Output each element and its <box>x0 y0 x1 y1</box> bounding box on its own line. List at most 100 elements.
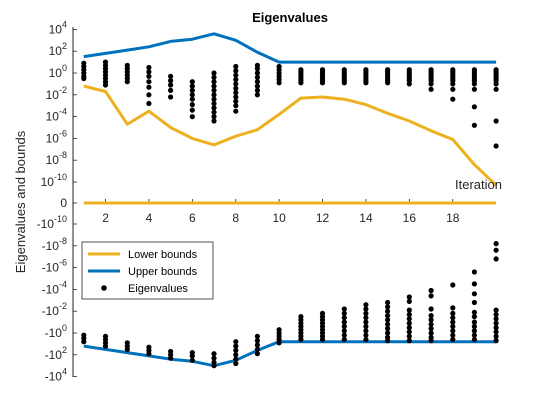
eigenvalue-point-negative <box>385 338 390 343</box>
eigenvalue-point-negative <box>472 269 477 274</box>
x-tick-label: 10 <box>272 211 286 225</box>
eigenvalue-point-negative <box>342 337 347 342</box>
eigenvalue-point-positive <box>211 118 216 123</box>
x-tick-label: 8 <box>232 211 239 225</box>
eigenvalue-point-negative <box>494 338 499 343</box>
eigenvalue-point-positive <box>233 109 238 114</box>
eigenvalue-point-negative <box>494 241 499 246</box>
eigenvalue-point-negative <box>320 337 325 342</box>
y-tick-label: -100 <box>45 323 67 340</box>
eigenvalue-point-positive <box>190 108 195 113</box>
eigenvalue-point-negative <box>472 291 477 296</box>
legend-marker-eigenvalues <box>101 285 107 291</box>
eigenvalue-point-negative <box>450 337 455 342</box>
eigenvalue-point-negative <box>146 351 151 356</box>
y-tick-label: 102 <box>49 41 67 58</box>
eigenvalue-point-negative <box>429 293 434 298</box>
eigenvalue-point-positive <box>494 81 499 86</box>
y-tick-label: 10-10 <box>41 172 67 189</box>
y-tick-label: -102 <box>45 345 67 362</box>
eigenvalue-point-negative <box>450 305 455 310</box>
eigenvalue-point-positive <box>429 81 434 86</box>
eigenvalue-point-positive <box>233 103 238 108</box>
eigenvalue-point-positive <box>190 102 195 107</box>
eigenvalue-point-positive <box>146 74 151 79</box>
legend-label-eigenvalues: Eigenvalues <box>128 283 188 295</box>
y-tick-label: 10-8 <box>46 150 67 167</box>
eigenvalue-point-negative <box>494 248 499 253</box>
eigenvalue-point-positive <box>168 82 173 87</box>
eigenvalue-point-negative <box>233 361 238 366</box>
eigenvalue-point-positive <box>190 97 195 102</box>
eigenvalue-point-positive <box>168 94 173 99</box>
eigenvalue-point-positive <box>429 87 434 92</box>
eigenvalue-point-negative <box>472 281 477 286</box>
y-tick-label: -10-8 <box>42 236 67 253</box>
eigenvalue-point-positive <box>190 114 195 119</box>
x-tick-label: 2 <box>102 211 109 225</box>
x-axis-label: Iteration <box>455 177 502 192</box>
eigenvalue-point-negative <box>429 338 434 343</box>
eigenvalue-point-negative <box>125 347 130 352</box>
eigenvalue-point-positive <box>277 80 282 85</box>
eigenvalue-point-positive <box>450 81 455 86</box>
eigenvalue-point-positive <box>320 80 325 85</box>
legend-label-lower-bounds: Lower bounds <box>128 249 198 261</box>
eigenvalue-point-positive <box>494 118 499 123</box>
eigenvalue-point-positive <box>125 79 130 84</box>
eigenvalue-point-negative <box>407 338 412 343</box>
eigenvalue-point-negative <box>472 314 477 319</box>
eigenvalue-point-positive <box>472 123 477 128</box>
eigenvalue-point-negative <box>81 339 86 344</box>
eigenvalue-point-negative <box>255 351 260 356</box>
y-axis-ticks: 10410210010-210-410-610-810-100-10-10-10… <box>37 19 77 383</box>
eigenvalue-point-positive <box>472 87 477 92</box>
eigenvalue-point-negative <box>298 337 303 342</box>
y-tick-label: 10-2 <box>46 85 67 102</box>
eigenvalue-point-positive <box>494 143 499 148</box>
eigenvalue-point-positive <box>146 101 151 106</box>
lower-bounds-line-pos <box>84 86 496 185</box>
series-layer <box>84 34 496 366</box>
eigenvalue-point-negative <box>450 282 455 287</box>
y-tick-label: -10-4 <box>42 279 67 296</box>
y-tick-label: 104 <box>49 19 67 36</box>
y-tick-label: -104 <box>45 367 67 384</box>
eigenvalue-point-positive <box>494 87 499 92</box>
x-tick-label: 14 <box>359 211 373 225</box>
eigenvalue-point-positive <box>472 104 477 109</box>
y-axis-label: Eigenvalues and bounds <box>13 130 28 273</box>
eigenvalue-point-positive <box>363 80 368 85</box>
upper-bounds-line-neg <box>84 342 496 366</box>
eigenvalue-point-negative <box>472 337 477 342</box>
eigenvalue-point-negative <box>407 299 412 304</box>
x-tick-label: 6 <box>189 211 196 225</box>
x-tick-label: 12 <box>316 211 330 225</box>
eigenvalue-point-positive <box>450 87 455 92</box>
upper-bounds-line-pos <box>84 34 496 62</box>
eigenvalue-point-negative <box>211 363 216 368</box>
eigenvalue-point-negative <box>277 340 282 345</box>
y-tick-label: 0 <box>60 196 67 210</box>
y-tick-label: 10-4 <box>46 107 67 124</box>
legend-label-upper-bounds: Upper bounds <box>128 266 198 278</box>
eigenvalue-point-positive <box>472 81 477 86</box>
eigenvalue-point-positive <box>385 80 390 85</box>
eigenvalue-point-positive <box>255 92 260 97</box>
eigenvalue-point-positive <box>342 80 347 85</box>
y-tick-label: 100 <box>49 63 67 80</box>
y-tick-label: 10-6 <box>46 128 67 145</box>
eigenvalue-point-positive <box>450 97 455 102</box>
eigenvalue-point-negative <box>472 300 477 305</box>
eigenvalue-point-positive <box>146 79 151 84</box>
x-tick-label: 16 <box>403 211 417 225</box>
x-tick-label: 18 <box>446 211 460 225</box>
y-tick-label: -10-6 <box>42 258 67 275</box>
eigenvalue-point-positive <box>103 82 108 87</box>
eigenvalue-point-positive <box>298 80 303 85</box>
eigenvalue-point-negative <box>429 288 434 293</box>
eigenvalue-point-negative <box>190 358 195 363</box>
eigenvalue-point-positive <box>146 92 151 97</box>
eigenvalue-point-positive <box>146 85 151 90</box>
